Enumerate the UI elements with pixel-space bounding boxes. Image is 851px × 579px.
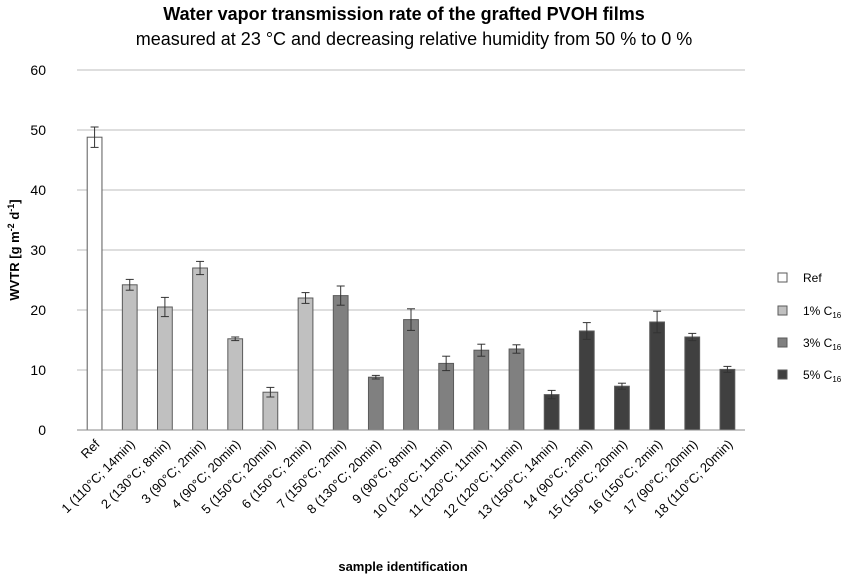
error-bar	[301, 292, 310, 304]
error-bar	[547, 389, 556, 400]
error-bar	[582, 322, 591, 340]
bar	[403, 319, 419, 431]
y-tick-label: 10	[30, 362, 46, 378]
error-bar	[477, 343, 486, 357]
y-tick-label: 30	[30, 242, 46, 258]
y-tick-label: 0	[38, 422, 46, 438]
legend-swatch	[777, 369, 788, 380]
y-tick-label: 20	[30, 302, 46, 318]
bar	[719, 368, 736, 431]
error-bar	[90, 126, 99, 148]
y-axis-label-mid: d	[7, 212, 22, 224]
y-axis-ticks: 0 10 20 30 40 50 60	[30, 62, 46, 438]
error-bar	[160, 296, 169, 318]
error-bar	[371, 374, 380, 380]
y-axis-label-exp2: -1	[6, 204, 16, 212]
y-tick-label: 50	[30, 122, 46, 138]
error-bar	[266, 386, 275, 398]
legend-label-sub: 16	[832, 375, 841, 384]
error-bar	[125, 278, 134, 291]
legend-label-main: 5% C	[803, 368, 833, 382]
legend-swatch	[777, 272, 788, 283]
x-tick-label: Ref	[78, 436, 103, 461]
error-bar	[723, 365, 732, 373]
error-bar	[336, 285, 345, 306]
legend-swatch	[777, 305, 788, 316]
error-bar	[196, 260, 205, 276]
bar	[649, 321, 665, 431]
bar	[227, 338, 244, 431]
legend-label: Ref	[803, 271, 822, 285]
bar	[121, 284, 138, 431]
bar	[543, 394, 560, 431]
bar	[438, 362, 455, 431]
legend-item: 3% C16	[777, 336, 842, 352]
bar	[367, 376, 384, 431]
bar	[192, 267, 208, 431]
legend-label: 5% C16	[803, 368, 842, 384]
legend-item: 5% C16	[777, 368, 842, 384]
x-axis-label: sample identification	[338, 559, 467, 574]
bar	[614, 385, 630, 431]
legend-label-sub: 16	[832, 343, 841, 352]
bar	[332, 295, 349, 431]
error-bar	[617, 382, 626, 390]
error-bar	[688, 332, 697, 342]
legend-swatch	[777, 337, 788, 348]
error-bars	[90, 126, 732, 400]
bar	[262, 391, 279, 431]
legend-label-main: 1% C	[803, 304, 833, 318]
chart-title: Water vapor transmission rate of the gra…	[163, 4, 644, 24]
legend-label: 1% C16	[803, 304, 842, 320]
bar	[86, 136, 103, 431]
error-bar	[512, 344, 521, 354]
gridlines	[77, 69, 745, 371]
error-bar	[407, 308, 415, 331]
y-axis-label-end: ]	[7, 199, 22, 203]
y-tick-label: 60	[30, 62, 46, 78]
bar	[297, 297, 314, 431]
bars	[86, 136, 736, 431]
error-bar	[442, 355, 451, 372]
bar	[684, 336, 701, 431]
legend-label: 3% C16	[803, 336, 842, 352]
legend-label-sub: 16	[832, 311, 841, 320]
error-bar	[653, 310, 662, 334]
bar	[578, 330, 595, 431]
y-axis-label-main: WVTR [g m	[7, 231, 22, 300]
error-bar	[231, 336, 240, 342]
bar	[473, 349, 490, 431]
chart-subtitle: measured at 23 °C and decreasing relativ…	[136, 29, 692, 49]
legend-label-main: 3% C	[803, 336, 833, 350]
y-tick-label: 40	[30, 182, 46, 198]
bar	[508, 348, 525, 431]
bar	[157, 306, 173, 431]
y-axis-label-exp1: -2	[6, 223, 16, 231]
legend-item: 1% C16	[777, 304, 842, 320]
legend-label-main: Ref	[803, 271, 822, 285]
y-axis-label: WVTR [g m-2 d-1]	[6, 199, 22, 300]
legend-item: Ref	[777, 271, 822, 285]
